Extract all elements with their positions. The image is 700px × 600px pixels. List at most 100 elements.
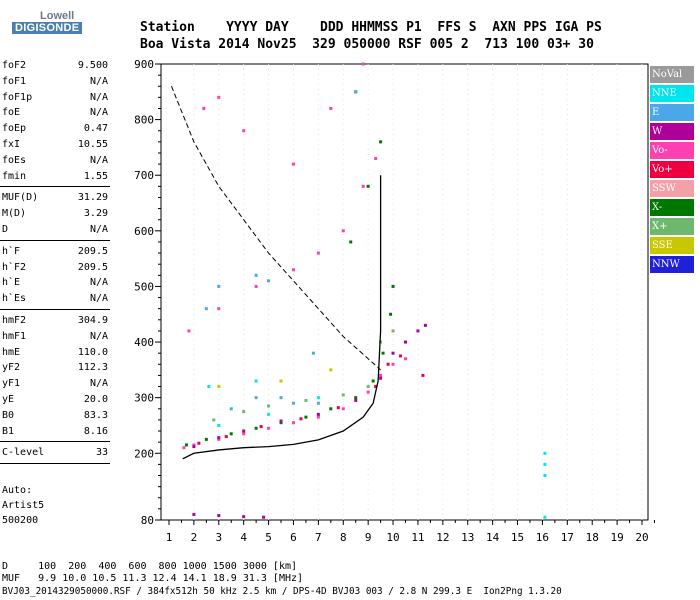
param-separator bbox=[0, 463, 110, 465]
param-value: 304.9 bbox=[77, 315, 108, 326]
trace-point-e bbox=[354, 90, 358, 94]
y-tick-label: 700 bbox=[134, 169, 154, 182]
trace-point-vo bbox=[361, 184, 365, 188]
param-label: M(D) bbox=[2, 208, 27, 220]
trace-point-x bbox=[254, 426, 258, 430]
param-yf1: yF1 N/A bbox=[2, 376, 108, 391]
param-b0: B0 83.3 bbox=[2, 408, 108, 423]
x-tick-label: 16 bbox=[536, 531, 549, 544]
param-value: 31.29 bbox=[77, 192, 108, 204]
trace-point-x bbox=[349, 240, 353, 244]
trace-point-vo bbox=[336, 406, 340, 410]
param-separator bbox=[0, 239, 110, 241]
footer-muf-line: MUF 9.9 10.0 10.5 11.3 12.4 14.1 18.9 31… bbox=[2, 573, 304, 584]
virtual-height-curve bbox=[182, 175, 382, 460]
legend-item-sse: SSE bbox=[650, 237, 694, 254]
param-value: N/A bbox=[89, 378, 108, 390]
trace-point-e bbox=[291, 401, 295, 405]
trace-point-vo bbox=[299, 417, 303, 421]
param-label: h`F2 bbox=[2, 261, 27, 273]
trace-point-w bbox=[192, 445, 196, 449]
param-label: foEs bbox=[2, 154, 27, 166]
param-hf: h`F 209.5 bbox=[2, 244, 108, 259]
x-tick-label: 15 bbox=[511, 531, 524, 544]
trace-point-vo bbox=[217, 307, 221, 311]
param-value: N/A bbox=[89, 330, 108, 342]
trace-point-x bbox=[391, 329, 395, 333]
y-tick-label: 900 bbox=[134, 58, 154, 71]
trace-point-sse bbox=[217, 385, 221, 389]
param-hmf2: hmF2 304.9 bbox=[2, 313, 108, 328]
trace-point-x bbox=[267, 404, 271, 408]
trace-point-w bbox=[391, 351, 395, 355]
param-foes: foEs N/A bbox=[2, 153, 108, 168]
param-value: 209.5 bbox=[77, 261, 108, 273]
trace-point-x bbox=[381, 351, 385, 355]
param-fof2: foF2 9.500 bbox=[2, 58, 108, 73]
dashed-curve bbox=[171, 86, 381, 371]
param-label: hmF1 bbox=[2, 330, 27, 342]
param-value: N/A bbox=[89, 154, 108, 166]
param-fxi: fxI 10.55 bbox=[2, 137, 108, 152]
trace-point-w bbox=[423, 323, 427, 327]
trace-point-w bbox=[262, 515, 266, 519]
legend-item-vo: Vo- bbox=[650, 142, 694, 159]
trace-point-x bbox=[366, 385, 370, 389]
param-separator bbox=[0, 441, 110, 443]
param-d: D N/A bbox=[2, 222, 108, 237]
trace-point-nne bbox=[217, 423, 221, 427]
y-tick-label: 80 bbox=[141, 514, 154, 527]
param-label: B0 bbox=[2, 409, 15, 421]
trace-point-vo bbox=[267, 426, 271, 430]
autoscale-line3: 500200 bbox=[2, 515, 39, 526]
param-value: 0.47 bbox=[83, 123, 108, 135]
trace-point-vo bbox=[291, 162, 295, 166]
trace-point-vo bbox=[391, 362, 395, 366]
trace-point-vo bbox=[386, 362, 390, 366]
param-value: 112.3 bbox=[77, 362, 108, 374]
param-foe: foE N/A bbox=[2, 105, 108, 120]
trace-point-vo bbox=[192, 443, 196, 447]
legend-item-noval: NoVal bbox=[650, 66, 694, 83]
trace-point-x bbox=[366, 184, 370, 188]
trace-point-w bbox=[217, 514, 221, 518]
trace-point-x bbox=[391, 284, 395, 288]
trace-point-w bbox=[242, 515, 246, 519]
trace-point-vo bbox=[242, 432, 246, 436]
trace-point-e bbox=[316, 401, 320, 405]
trace-point-x bbox=[279, 421, 283, 425]
param-fof1p: foF1p N/A bbox=[2, 90, 108, 105]
trace-point-e bbox=[217, 284, 221, 288]
trace-point-w bbox=[354, 398, 358, 402]
trace-point-e bbox=[254, 273, 258, 277]
param-separator bbox=[0, 309, 110, 310]
x-tick-label: 19 bbox=[610, 531, 623, 544]
trace-point-x bbox=[304, 415, 308, 419]
header-line1: Station YYYY DAY DDD HHMMSS P1 FFS S AXN… bbox=[140, 20, 602, 35]
trace-point-w bbox=[316, 412, 320, 416]
x-tick-label: 9 bbox=[365, 531, 372, 544]
param-label: foF2 bbox=[2, 60, 27, 71]
trace-point-vo bbox=[224, 435, 228, 439]
logo-line2: DIGISONDE bbox=[12, 22, 83, 34]
trace-point-e bbox=[254, 396, 258, 400]
param-clevel: C-level 33 bbox=[2, 445, 108, 460]
param-label: yF2 bbox=[2, 362, 21, 374]
trace-point-x bbox=[341, 393, 345, 397]
trace-point-vo bbox=[374, 157, 378, 161]
trace-point-nne bbox=[543, 462, 547, 466]
param-label: fxI bbox=[2, 139, 21, 150]
legend-item-x: X- bbox=[650, 199, 694, 216]
legend-item-vo: Vo+ bbox=[650, 161, 694, 178]
trace-point-vo bbox=[379, 373, 383, 377]
trace-point-vo bbox=[187, 329, 191, 333]
param-label: D bbox=[2, 224, 9, 235]
y-tick-label: 600 bbox=[134, 225, 154, 238]
trace-point-x bbox=[242, 410, 246, 414]
trace-point-vo bbox=[361, 62, 365, 66]
param-ye: yE 20.0 bbox=[2, 392, 108, 407]
legend-item-e: E bbox=[650, 104, 694, 121]
param-label: h`F bbox=[2, 245, 21, 257]
param-hes: h`Es N/A bbox=[2, 291, 108, 306]
param-label: foEp bbox=[2, 123, 27, 135]
